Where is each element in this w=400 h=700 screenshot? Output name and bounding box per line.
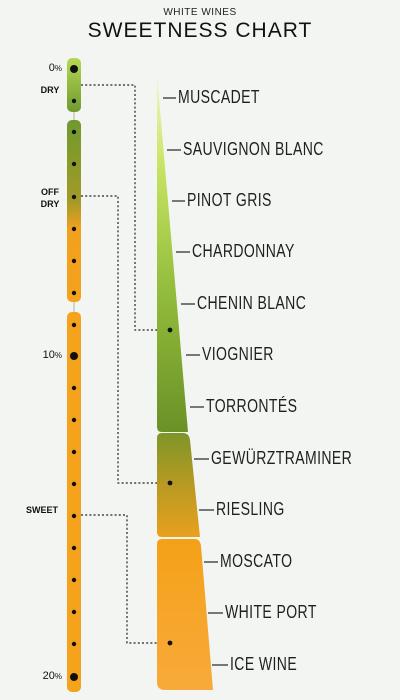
wedge-dot-sweet <box>167 640 173 646</box>
wedge-dot-dry <box>167 327 173 333</box>
wedge-dry <box>157 75 188 432</box>
leader-lines <box>81 84 168 644</box>
percent-label-20: 20% <box>42 670 62 682</box>
scale-tick-dot <box>71 513 77 519</box>
scale-tick-dot <box>71 641 77 647</box>
zone-label-off-dry: OFF DRY <box>40 187 60 209</box>
scale-tick-dot <box>71 417 77 423</box>
scale-tick-dot <box>71 290 77 296</box>
wine-label-muscadet: MUSCADET <box>178 87 260 107</box>
wine-label-chenin-blanc: CHENIN BLANC <box>197 293 307 313</box>
wine-label-white-port: WHITE PORT <box>225 602 317 622</box>
wine-label-viognier: VIOGNIER <box>202 344 274 364</box>
scale-tick-dot <box>71 98 77 104</box>
scale-dot-10-percent <box>70 352 78 360</box>
wine-label-gewurztraminer: GEWÜRZTRAMINER <box>211 448 353 468</box>
leader-sweet <box>81 514 168 644</box>
chart-subtitle: WHITE WINES <box>163 7 237 18</box>
scale-bar-dry <box>67 58 81 112</box>
scale-tick-dot <box>71 226 77 232</box>
wedge-sweet <box>157 539 213 690</box>
scale-tick-dot <box>71 385 77 391</box>
scale-tick-dot <box>71 449 77 455</box>
scale-bar-off-dry <box>67 120 81 302</box>
scale-dot-0-percent <box>70 65 78 73</box>
scale-tick-dot <box>71 194 77 200</box>
percent-label-0: 0% <box>48 62 62 74</box>
scale-ticks <box>71 98 77 647</box>
scale-bar-sweet <box>67 312 81 692</box>
wine-label-sauvignon-blanc: SAUVIGNON BLANC <box>183 139 324 159</box>
leader-off-dry <box>81 195 168 484</box>
wine-label-pinot-gris: PINOT GRIS <box>187 190 272 210</box>
scale-tick-dot <box>71 258 77 264</box>
scale-tick-dot <box>71 161 77 167</box>
chart-title: SWEETNESS CHART <box>87 19 313 42</box>
scale-tick-dot <box>71 322 77 328</box>
scale-tick-dot <box>71 609 77 615</box>
percent-label-10: 10% <box>42 349 62 361</box>
wedge-dot-off-dry <box>167 480 173 486</box>
scale-tick-dot <box>71 481 77 487</box>
leader-dry <box>81 84 168 331</box>
scale-tick-dot <box>71 577 77 583</box>
wine-label-torrontes: TORRONTÉS <box>206 396 298 416</box>
wine-label-ice-wine: ICE WINE <box>230 654 298 674</box>
scale-dot-20-percent <box>70 673 78 681</box>
wine-label-ticks <box>163 97 228 666</box>
wine-label-chardonnay: CHARDONNAY <box>192 241 295 261</box>
scale-tick-dot <box>71 129 77 135</box>
wine-label-riesling: RIESLING <box>216 499 285 519</box>
scale-tick-dot <box>71 545 77 551</box>
zone-label-dry: DRY <box>40 85 60 95</box>
zone-label-sweet: SWEET <box>25 505 58 515</box>
wine-label-moscato: MOSCATO <box>220 551 293 571</box>
wedge-off-dry <box>157 433 200 537</box>
